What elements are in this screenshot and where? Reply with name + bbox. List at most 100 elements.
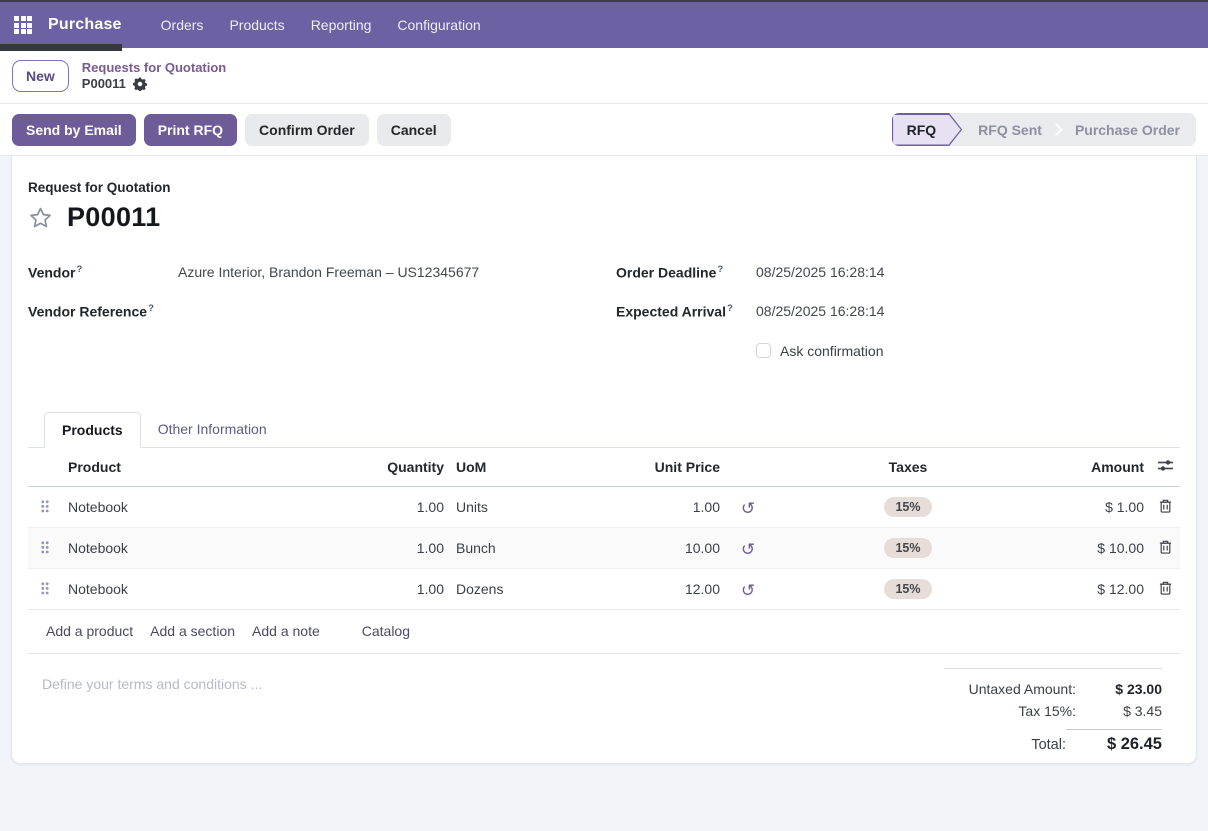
vendor-field[interactable]: Azure Interior, Brandon Freeman – US1234…: [178, 263, 480, 280]
help-icon: ?: [717, 264, 724, 276]
unit-price-column-header[interactable]: Unit Price: [630, 448, 726, 487]
vendor-reference-label: Vendor Reference?: [28, 303, 154, 320]
unit-price-cell[interactable]: 1.00: [692, 499, 720, 515]
status-step-purchase-order[interactable]: Purchase Order: [1074, 121, 1180, 138]
uom-cell[interactable]: Dozens: [456, 581, 504, 597]
cancel-button[interactable]: Cancel: [376, 113, 451, 146]
form-sheet: Request for Quotation P00011 Vendor? Azu…: [11, 156, 1197, 764]
ask-confirmation-label[interactable]: Ask confirmation: [780, 342, 884, 359]
quantity-cell[interactable]: 1.00: [416, 540, 444, 556]
navbar-menus: Orders Products Reporting Configuration: [148, 11, 494, 39]
amount-cell: $ 1.00: [1105, 499, 1144, 515]
price-history-icon[interactable]: ↺: [740, 580, 756, 600]
add-a-section-link[interactable]: Add a section: [150, 623, 236, 639]
tax-badge[interactable]: 15%: [884, 579, 932, 599]
untaxed-amount-value: $ 23.00: [1115, 681, 1162, 697]
help-icon: ?: [76, 264, 83, 276]
quantity-column-header[interactable]: Quantity: [358, 448, 450, 487]
order-deadline-field[interactable]: 08/25/2025 16:28:14: [756, 263, 885, 280]
navbar: Purchase Orders Products Reporting Configur…: [0, 2, 1208, 48]
table-row[interactable]: Notebook 1.00 Bunch 10.00 ↺ 15% $ 10.00: [28, 527, 1180, 569]
breadcrumb-parent[interactable]: Requests for Quotation: [81, 60, 227, 75]
vendor-label: Vendor?: [28, 264, 83, 281]
order-deadline-label: Order Deadline?: [616, 264, 724, 281]
table-row[interactable]: Notebook 1.00 Units 1.00 ↺ 15% $ 1.00: [28, 487, 1180, 528]
print-rfq-button[interactable]: Print RFQ: [143, 113, 238, 146]
drag-handle-icon[interactable]: [37, 580, 53, 597]
navbar-menu-configuration[interactable]: Configuration: [397, 17, 481, 33]
amount-column-header[interactable]: Amount: [1046, 448, 1150, 487]
expected-arrival-field[interactable]: 08/25/2025 16:28:14: [756, 302, 885, 319]
quantity-cell[interactable]: 1.00: [416, 499, 444, 515]
unit-price-cell[interactable]: 10.00: [684, 540, 720, 556]
apps-menu-icon[interactable]: [14, 16, 32, 34]
total-value: $ 26.45: [1066, 729, 1162, 754]
amount-cell: $ 10.00: [1097, 540, 1144, 556]
delete-row-icon[interactable]: [1159, 540, 1172, 554]
delete-row-icon[interactable]: [1159, 499, 1172, 513]
line-footer-links: Add a product Add a section Add a note Cata…: [28, 609, 1180, 654]
navbar-menu-products[interactable]: Products: [229, 17, 285, 33]
amount-cell: $ 12.00: [1097, 581, 1144, 597]
app-name[interactable]: Purchase: [48, 16, 122, 33]
price-history-icon[interactable]: ↺: [740, 498, 756, 518]
action-bar: Send by Email Print RFQ Confirm Order Ca…: [0, 104, 1208, 156]
tax-badge[interactable]: 15%: [884, 497, 932, 517]
order-lines-body: Notebook 1.00 Units 1.00 ↺ 15% $ 1.00: [28, 487, 1180, 610]
totals-block: Untaxed Amount: $ 23.00 Tax 15%: $ 3.45 …: [944, 668, 1162, 757]
vendor-reference-field[interactable]: [178, 303, 592, 321]
favorite-star-icon[interactable]: [28, 206, 53, 230]
send-by-email-button[interactable]: Send by Email: [12, 113, 136, 146]
window-top-edge: [0, 0, 1208, 2]
tax-label: Tax 15%:: [1018, 703, 1076, 719]
quantity-cell[interactable]: 1.00: [416, 581, 444, 597]
history-column-header: [726, 448, 770, 487]
status-pipeline: RFQ RFQ Sent Purchase Order: [891, 113, 1196, 146]
table-header-row: Product Quantity UoM Unit Price Taxes Am…: [28, 448, 1180, 487]
window-edge-artifact: [0, 44, 122, 51]
tax-badge[interactable]: 15%: [884, 538, 932, 558]
delete-row-icon[interactable]: [1159, 581, 1172, 595]
uom-cell[interactable]: Units: [456, 499, 488, 515]
product-cell[interactable]: Notebook: [68, 499, 128, 515]
optional-columns-header: [1150, 448, 1180, 487]
tax-value: $ 3.45: [1123, 703, 1162, 719]
product-cell[interactable]: Notebook: [68, 581, 128, 597]
doc-type-label: Request for Quotation: [28, 180, 171, 195]
order-lines-table: Product Quantity UoM Unit Price Taxes Am…: [28, 448, 1180, 609]
navbar-menu-orders[interactable]: Orders: [160, 17, 204, 33]
catalog-link[interactable]: Catalog: [361, 623, 411, 639]
ask-confirmation-checkbox[interactable]: [756, 343, 771, 358]
drag-handle-icon[interactable]: [37, 539, 53, 556]
drag-handle-icon[interactable]: [37, 498, 53, 515]
untaxed-amount-label: Untaxed Amount:: [968, 681, 1076, 697]
breadcrumb-current: P00011: [82, 76, 226, 91]
help-icon: ?: [726, 303, 733, 315]
optional-columns-icon[interactable]: [1157, 459, 1173, 472]
expected-arrival-label: Expected Arrival?: [616, 303, 733, 320]
product-column-header[interactable]: Product: [62, 448, 358, 487]
product-cell[interactable]: Notebook: [68, 540, 128, 556]
notebook-tabs: Products Other Information: [28, 412, 1180, 448]
add-a-product-link[interactable]: Add a product: [46, 623, 134, 639]
price-history-icon[interactable]: ↺: [740, 539, 756, 559]
terms-placeholder[interactable]: Define your terms and conditions ...: [42, 676, 263, 692]
status-step-rfq[interactable]: RFQ: [892, 113, 963, 146]
total-label: Total:: [1031, 737, 1066, 753]
tab-products[interactable]: Products: [44, 412, 141, 448]
uom-column-header[interactable]: UoM: [450, 448, 630, 487]
new-button[interactable]: New: [12, 59, 69, 92]
taxes-column-header[interactable]: Taxes: [770, 448, 1046, 487]
uom-cell[interactable]: Bunch: [456, 540, 496, 556]
confirm-order-button[interactable]: Confirm Order: [245, 113, 369, 146]
status-step-rfq-sent[interactable]: RFQ Sent: [978, 121, 1042, 138]
help-icon: ?: [148, 303, 154, 315]
breadcrumb: Requests for Quotation P00011: [82, 60, 226, 91]
gear-icon[interactable]: [132, 77, 147, 91]
unit-price-cell[interactable]: 12.00: [684, 581, 720, 597]
add-a-note-link[interactable]: Add a note: [252, 623, 320, 639]
tab-other-information[interactable]: Other Information: [157, 421, 267, 437]
table-row[interactable]: Notebook 1.00 Dozens 12.00 ↺ 15% $ 12.00: [28, 568, 1180, 610]
document-name[interactable]: P00011: [67, 202, 161, 232]
navbar-menu-reporting[interactable]: Reporting: [310, 17, 372, 33]
